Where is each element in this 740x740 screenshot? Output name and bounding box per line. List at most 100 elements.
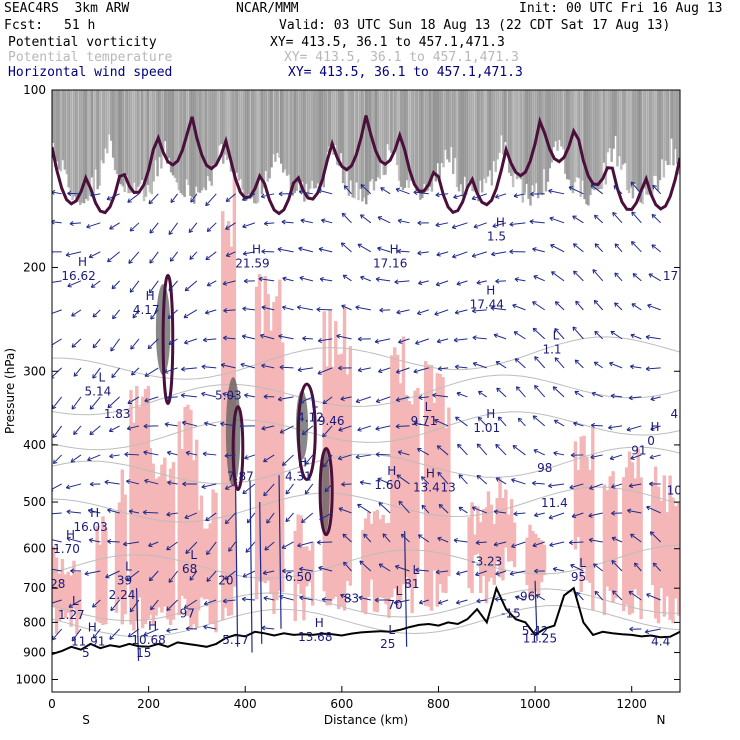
cloud-shading — [310, 541, 315, 606]
wind-arrow-head — [553, 450, 558, 456]
wind-arrow-head — [204, 309, 210, 315]
wind-arrow — [382, 533, 391, 543]
wind-arrow — [298, 189, 313, 195]
wind-arrow-head — [573, 270, 578, 276]
wind-arrow-shaft — [340, 242, 352, 253]
wind-arrow-shaft — [52, 512, 62, 515]
pv-shading — [486, 90, 490, 177]
wind-arrow-head — [360, 275, 365, 281]
wind-arrow-head — [224, 575, 230, 580]
pv-shading — [618, 90, 621, 157]
wind-arrow-head — [645, 366, 650, 372]
field-name-pv: Potential vorticity — [8, 35, 157, 50]
wind-arrow — [534, 356, 546, 369]
cloud-shading — [205, 528, 210, 600]
pv-shading — [523, 90, 526, 193]
wind-arrow — [436, 338, 449, 344]
wind-arrow — [378, 563, 391, 572]
wind-arrow-shaft — [128, 510, 140, 514]
wind-arrow-head — [649, 481, 653, 487]
pv-shading — [301, 90, 304, 183]
wind-arrow-shaft — [514, 358, 526, 369]
pv-shading — [546, 90, 550, 182]
pv-shading — [247, 90, 250, 195]
wind-arrow-head — [417, 220, 422, 226]
pv-shading — [556, 90, 559, 151]
wind-arrow-shaft — [70, 454, 82, 463]
wind-arrow — [511, 541, 526, 549]
wind-arrow — [106, 193, 120, 201]
cloud-shading — [656, 486, 661, 624]
wind-arrow — [224, 570, 236, 580]
wind-arrow-head — [266, 519, 271, 524]
pv-shading — [538, 90, 542, 194]
wind-arrow-head — [223, 308, 228, 313]
wind-arrow-shaft — [434, 419, 449, 427]
pv-shading — [80, 90, 84, 203]
wind-arrow-head — [609, 361, 614, 367]
wind-arrow — [278, 191, 294, 197]
wind-arrow — [242, 483, 256, 495]
wind-arrow-head — [476, 279, 481, 285]
pv-shading — [448, 90, 451, 163]
wind-arrow — [358, 595, 371, 601]
wind-arrow-shaft — [322, 396, 333, 405]
wind-arrow-head — [517, 417, 523, 423]
wind-arrow-head — [377, 216, 383, 221]
wind-arrow-head — [631, 303, 636, 308]
wind-arrow-shaft — [109, 628, 120, 640]
pv-shading — [453, 90, 457, 158]
wind-arrow-vertical — [135, 588, 140, 661]
pv-shading — [53, 90, 57, 167]
wind-arrow-shaft — [358, 596, 371, 601]
pv-shading — [654, 90, 658, 177]
wind-arrow-shaft — [517, 417, 526, 427]
wind-arrow-shaft — [357, 425, 371, 431]
wind-arrow-shaft — [435, 280, 449, 286]
pv-shading — [496, 90, 499, 160]
wind-arrow — [69, 221, 82, 226]
wind-arrow — [52, 219, 62, 225]
wind-arrow-head — [509, 249, 514, 255]
wind-arrow — [413, 190, 429, 195]
extremum-value: 98 — [537, 461, 552, 475]
wind-arrow-shaft — [201, 366, 217, 369]
wind-arrow — [473, 222, 487, 229]
wind-arrow — [420, 476, 430, 485]
pv-shading — [94, 90, 97, 170]
wind-arrow-shaft — [106, 193, 120, 200]
wind-arrow-head — [204, 421, 209, 427]
cloud-shading — [129, 390, 133, 625]
wind-arrow-vertical — [534, 580, 538, 641]
wind-arrow — [92, 599, 101, 608]
wind-arrow-head — [149, 259, 154, 264]
pv-shading — [109, 90, 113, 141]
wind-arrow — [281, 219, 294, 225]
pv-shading — [407, 90, 410, 188]
wind-arrow-shaft — [225, 222, 236, 230]
wind-arrow — [572, 215, 584, 224]
wind-arrow — [263, 394, 275, 400]
wind-arrow-head — [222, 280, 227, 286]
wind-arrow-shaft — [495, 570, 507, 575]
wind-arrow-shaft — [297, 367, 313, 371]
wind-arrow — [630, 181, 642, 195]
pv-shading — [191, 90, 194, 198]
wind-arrow — [123, 541, 140, 547]
wind-arrow-head — [514, 277, 519, 282]
wind-arrow-head — [588, 537, 594, 543]
pv-shading — [332, 90, 335, 155]
cloud-shading — [602, 484, 607, 616]
wind-arrow — [395, 367, 410, 374]
wind-arrow — [185, 450, 198, 456]
y-axis-title: Pressure (hPa) — [3, 348, 17, 434]
wind-arrow — [184, 512, 198, 520]
cloud-shading — [671, 497, 675, 624]
wind-arrow-shaft — [533, 449, 545, 456]
wind-arrow-head — [630, 241, 636, 246]
wind-arrow-head — [225, 197, 231, 202]
wind-arrow-head — [374, 338, 380, 344]
pv-shading — [577, 90, 581, 179]
wind-arrow — [148, 570, 159, 582]
cloud-shading — [588, 469, 592, 583]
